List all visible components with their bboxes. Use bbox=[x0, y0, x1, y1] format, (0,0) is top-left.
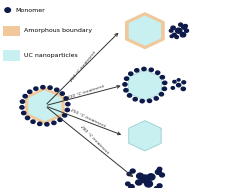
Circle shape bbox=[48, 86, 52, 89]
Circle shape bbox=[129, 185, 134, 189]
Circle shape bbox=[184, 25, 187, 27]
Circle shape bbox=[62, 114, 67, 117]
Polygon shape bbox=[129, 16, 161, 45]
Circle shape bbox=[177, 79, 180, 81]
Circle shape bbox=[160, 173, 165, 177]
Circle shape bbox=[45, 123, 49, 126]
Circle shape bbox=[176, 28, 182, 33]
Text: 230 °C treatment: 230 °C treatment bbox=[67, 85, 105, 100]
Circle shape bbox=[142, 67, 146, 71]
Circle shape bbox=[52, 121, 56, 125]
Circle shape bbox=[31, 120, 35, 123]
Circle shape bbox=[140, 99, 144, 103]
Circle shape bbox=[179, 23, 183, 26]
Circle shape bbox=[38, 122, 42, 125]
Circle shape bbox=[155, 170, 161, 174]
Circle shape bbox=[129, 72, 133, 75]
Text: 200 °C treatment: 200 °C treatment bbox=[70, 50, 97, 82]
Text: 250 °C treatment: 250 °C treatment bbox=[69, 108, 106, 128]
Circle shape bbox=[154, 187, 159, 189]
Circle shape bbox=[180, 33, 186, 37]
Circle shape bbox=[169, 29, 173, 32]
Circle shape bbox=[126, 182, 130, 186]
Circle shape bbox=[124, 89, 128, 92]
Circle shape bbox=[149, 68, 153, 71]
Circle shape bbox=[147, 99, 152, 102]
Text: Monomer: Monomer bbox=[16, 8, 46, 13]
Circle shape bbox=[170, 35, 173, 38]
Circle shape bbox=[185, 29, 189, 32]
Circle shape bbox=[182, 25, 187, 29]
Circle shape bbox=[133, 98, 137, 101]
Circle shape bbox=[26, 116, 30, 120]
Polygon shape bbox=[129, 121, 161, 151]
Circle shape bbox=[127, 172, 131, 176]
Polygon shape bbox=[128, 70, 161, 101]
Circle shape bbox=[23, 94, 27, 98]
Circle shape bbox=[154, 97, 158, 100]
Circle shape bbox=[163, 81, 167, 84]
Circle shape bbox=[137, 173, 143, 179]
Circle shape bbox=[156, 71, 160, 74]
Polygon shape bbox=[26, 88, 64, 124]
Circle shape bbox=[124, 77, 129, 80]
Circle shape bbox=[34, 87, 38, 90]
Circle shape bbox=[162, 87, 166, 91]
Circle shape bbox=[65, 108, 69, 112]
Circle shape bbox=[20, 100, 25, 103]
Circle shape bbox=[160, 76, 165, 79]
Circle shape bbox=[172, 33, 176, 36]
Circle shape bbox=[58, 118, 62, 122]
Text: 280 °C treatment: 280 °C treatment bbox=[79, 125, 109, 155]
Circle shape bbox=[55, 88, 59, 91]
Circle shape bbox=[173, 81, 176, 83]
Circle shape bbox=[157, 167, 162, 171]
Circle shape bbox=[181, 87, 185, 91]
Circle shape bbox=[147, 174, 155, 180]
Circle shape bbox=[28, 90, 32, 93]
Circle shape bbox=[135, 69, 139, 72]
Circle shape bbox=[64, 97, 68, 100]
Circle shape bbox=[5, 8, 11, 12]
Circle shape bbox=[41, 86, 45, 89]
Circle shape bbox=[66, 102, 70, 106]
FancyBboxPatch shape bbox=[3, 50, 20, 61]
Text: Amorphous boundary: Amorphous boundary bbox=[24, 28, 92, 33]
Circle shape bbox=[171, 26, 175, 30]
Circle shape bbox=[145, 181, 153, 187]
Circle shape bbox=[128, 94, 132, 97]
Circle shape bbox=[123, 83, 127, 86]
Circle shape bbox=[182, 81, 186, 84]
Circle shape bbox=[159, 93, 164, 96]
Circle shape bbox=[136, 180, 142, 185]
Circle shape bbox=[175, 36, 179, 39]
Circle shape bbox=[157, 184, 162, 188]
Text: UC nanoparticles: UC nanoparticles bbox=[24, 53, 78, 58]
Circle shape bbox=[22, 111, 26, 115]
Polygon shape bbox=[126, 13, 164, 49]
Circle shape bbox=[171, 87, 175, 89]
Circle shape bbox=[20, 106, 24, 109]
Circle shape bbox=[176, 83, 181, 87]
Circle shape bbox=[130, 169, 135, 173]
Circle shape bbox=[60, 92, 64, 95]
FancyBboxPatch shape bbox=[3, 26, 20, 36]
Circle shape bbox=[140, 175, 150, 183]
Polygon shape bbox=[29, 91, 61, 121]
